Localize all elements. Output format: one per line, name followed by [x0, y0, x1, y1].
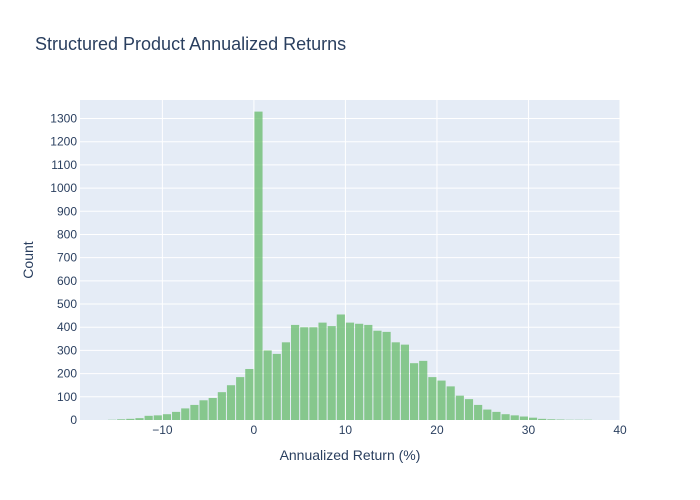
y-tick-label: 800 [57, 227, 77, 241]
histogram-bar [291, 324, 300, 420]
histogram-bars [107, 111, 593, 420]
histogram-bar [144, 415, 153, 420]
histogram-bar [364, 324, 373, 420]
y-tick-label: 1000 [50, 181, 77, 195]
histogram-bar [190, 404, 199, 420]
y-tick-label: 100 [57, 390, 77, 404]
histogram-bar [172, 411, 181, 420]
y-tick-label: 1300 [50, 112, 77, 126]
histogram-bar [245, 368, 254, 420]
x-tick-label: 30 [522, 423, 536, 437]
x-axis-ticks: −10 0 10 20 30 40 [152, 423, 627, 437]
histogram-bar [135, 418, 144, 420]
y-tick-label: 300 [57, 343, 77, 357]
histogram-bar [409, 363, 419, 420]
histogram-bar [391, 342, 400, 420]
histogram-bar [153, 415, 162, 420]
histogram-bar [446, 386, 455, 420]
x-tick-label: 20 [430, 423, 444, 437]
y-axis-ticks: 0 100 200 300 400 500 600 700 800 900 1000 1100 1200… [50, 112, 77, 427]
histogram-bar [236, 377, 245, 420]
histogram-bar [437, 380, 446, 420]
histogram-bar [217, 392, 226, 420]
histogram-bar [428, 377, 437, 420]
histogram-bar [336, 314, 345, 420]
histogram-bar [455, 395, 464, 420]
y-tick-label: 700 [57, 251, 77, 265]
histogram-bar [373, 330, 382, 420]
histogram-bar [538, 418, 547, 420]
histogram-bar [492, 411, 501, 420]
histogram-bar [382, 331, 391, 420]
y-tick-label: 0 [70, 413, 77, 427]
histogram-bar [528, 417, 538, 420]
x-tick-label: −10 [152, 423, 173, 437]
x-tick-label: 40 [613, 423, 627, 437]
histogram-bar [181, 408, 190, 420]
y-tick-label: 600 [57, 274, 77, 288]
histogram-bar [117, 419, 126, 420]
y-tick-label: 900 [57, 204, 77, 218]
histogram-bar [400, 344, 409, 420]
histogram-bar [318, 322, 327, 420]
histogram-bar [162, 414, 172, 420]
x-tick-label: 0 [251, 423, 258, 437]
histogram-bar [126, 418, 135, 420]
histogram-bar [300, 327, 309, 420]
histogram-bar [345, 322, 355, 420]
histogram-bar [272, 353, 281, 420]
histogram-bar [464, 399, 474, 420]
histogram-bar [309, 327, 318, 420]
x-tick-label: 10 [339, 423, 353, 437]
histogram-bar [483, 409, 492, 420]
histogram-bar [419, 360, 428, 420]
histogram-bar [254, 111, 263, 420]
grid-lines [80, 100, 621, 420]
chart-title: Structured Product Annualized Returns [35, 34, 346, 54]
histogram-bar [510, 415, 519, 420]
y-tick-label: 1100 [51, 158, 77, 172]
x-axis-title: Annualized Return (%) [280, 447, 421, 463]
histogram-bar [226, 385, 236, 420]
histogram-bar [519, 416, 528, 420]
histogram-bar [199, 400, 208, 420]
histogram-bar [547, 419, 556, 420]
histogram-bar [208, 397, 217, 420]
y-tick-label: 500 [57, 297, 77, 311]
histogram-bar [263, 350, 272, 420]
histogram-bar [327, 326, 336, 420]
y-tick-label: 1200 [50, 135, 77, 149]
histogram-bar [501, 414, 510, 420]
histogram-bar [281, 342, 291, 420]
y-axis-title: Count [20, 241, 36, 278]
histogram-bar [355, 323, 364, 420]
histogram-bar [474, 404, 483, 420]
y-tick-label: 200 [57, 367, 77, 381]
y-tick-label: 400 [57, 320, 77, 334]
